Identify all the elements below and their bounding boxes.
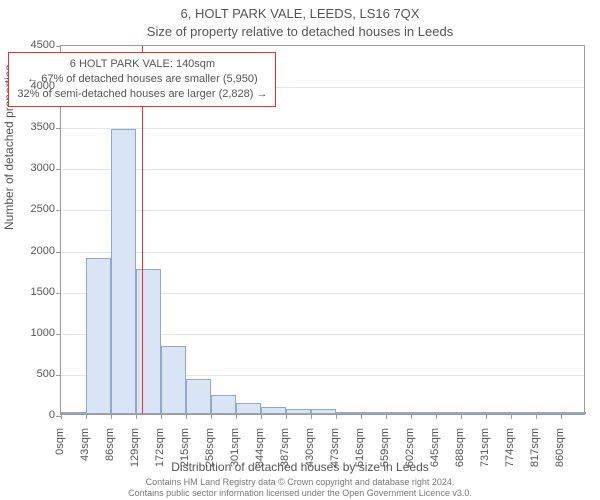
xtick-label: 344sqm — [254, 428, 266, 488]
histogram-bar — [136, 269, 161, 414]
histogram-bar — [361, 412, 386, 414]
xtick-label: 731sqm — [479, 428, 491, 488]
xtick-mark — [536, 414, 537, 419]
xtick-label: 688sqm — [454, 428, 466, 488]
xtick-label: 129sqm — [129, 428, 141, 488]
ytick-label: 0 — [5, 409, 55, 421]
histogram-bar — [311, 409, 336, 414]
xtick-mark — [361, 414, 362, 419]
histogram-bar — [61, 412, 86, 414]
xtick-mark — [336, 414, 337, 419]
xtick-label: 43sqm — [79, 428, 91, 488]
xtick-mark — [561, 414, 562, 419]
xtick-mark — [311, 414, 312, 419]
histogram-bar — [436, 412, 461, 414]
xtick-label: 645sqm — [429, 428, 441, 488]
chart-title-line1: 6, HOLT PARK VALE, LEEDS, LS16 7QX — [0, 6, 600, 21]
ytick-mark — [56, 252, 61, 253]
footer-line2: Contains public sector information licen… — [0, 488, 600, 498]
ytick-label: 500 — [5, 368, 55, 380]
histogram-bar — [161, 346, 186, 414]
annotation-line1: 6 HOLT PARK VALE: 140sqm — [17, 57, 267, 72]
gridline-h — [61, 210, 584, 211]
xtick-mark — [111, 414, 112, 419]
ytick-label: 3000 — [5, 162, 55, 174]
xtick-mark — [186, 414, 187, 419]
xtick-mark — [511, 414, 512, 419]
ytick-label: 4500 — [5, 39, 55, 51]
xtick-label: 559sqm — [379, 428, 391, 488]
xtick-label: 258sqm — [204, 428, 216, 488]
xtick-label: 516sqm — [354, 428, 366, 488]
xtick-mark — [411, 414, 412, 419]
xtick-label: 602sqm — [404, 428, 416, 488]
ytick-label: 1500 — [5, 286, 55, 298]
xtick-label: 430sqm — [304, 428, 316, 488]
histogram-bar — [86, 258, 111, 414]
gridline-h — [61, 128, 584, 129]
ytick-label: 3500 — [5, 121, 55, 133]
histogram-bar — [286, 409, 311, 414]
xtick-label: 86sqm — [104, 428, 116, 488]
chart-container: 6, HOLT PARK VALE, LEEDS, LS16 7QX Size … — [0, 0, 600, 500]
xtick-label: 0sqm — [54, 428, 66, 488]
xtick-mark — [461, 414, 462, 419]
histogram-bar — [536, 412, 561, 414]
gridline-h — [61, 252, 584, 253]
ytick-mark — [56, 334, 61, 335]
ytick-mark — [56, 210, 61, 211]
xtick-label: 301sqm — [229, 428, 241, 488]
xtick-mark — [136, 414, 137, 419]
xtick-mark — [211, 414, 212, 419]
ytick-label: 2000 — [5, 245, 55, 257]
plot-area: 6 HOLT PARK VALE: 140sqm ← 67% of detach… — [60, 45, 585, 415]
gridline-h — [61, 169, 584, 170]
ytick-mark — [56, 169, 61, 170]
xtick-mark — [61, 414, 62, 419]
xtick-label: 774sqm — [504, 428, 516, 488]
xtick-mark — [236, 414, 237, 419]
histogram-bar — [511, 412, 536, 414]
ytick-mark — [56, 293, 61, 294]
xtick-mark — [436, 414, 437, 419]
histogram-bar — [211, 395, 236, 414]
ytick-label: 1000 — [5, 327, 55, 339]
ytick-mark — [56, 375, 61, 376]
histogram-bar — [461, 412, 486, 414]
histogram-bar — [486, 412, 511, 414]
histogram-bar — [111, 129, 136, 414]
xtick-mark — [86, 414, 87, 419]
histogram-bar — [236, 403, 261, 414]
xtick-mark — [286, 414, 287, 419]
xtick-label: 387sqm — [279, 428, 291, 488]
xtick-label: 473sqm — [329, 428, 341, 488]
xtick-label: 172sqm — [154, 428, 166, 488]
ytick-mark — [56, 46, 61, 47]
histogram-bar — [261, 407, 286, 414]
histogram-bar — [386, 412, 411, 414]
histogram-bar — [561, 412, 586, 414]
chart-title-line2: Size of property relative to detached ho… — [0, 24, 600, 39]
histogram-bar — [186, 379, 211, 414]
histogram-bar — [336, 412, 361, 414]
ytick-label: 4000 — [5, 80, 55, 92]
xtick-mark — [386, 414, 387, 419]
xtick-mark — [261, 414, 262, 419]
xtick-label: 215sqm — [179, 428, 191, 488]
xtick-mark — [161, 414, 162, 419]
xtick-label: 860sqm — [554, 428, 566, 488]
xtick-mark — [486, 414, 487, 419]
ytick-mark — [56, 128, 61, 129]
histogram-bar — [411, 412, 436, 414]
xtick-label: 817sqm — [529, 428, 541, 488]
ytick-label: 2500 — [5, 203, 55, 215]
